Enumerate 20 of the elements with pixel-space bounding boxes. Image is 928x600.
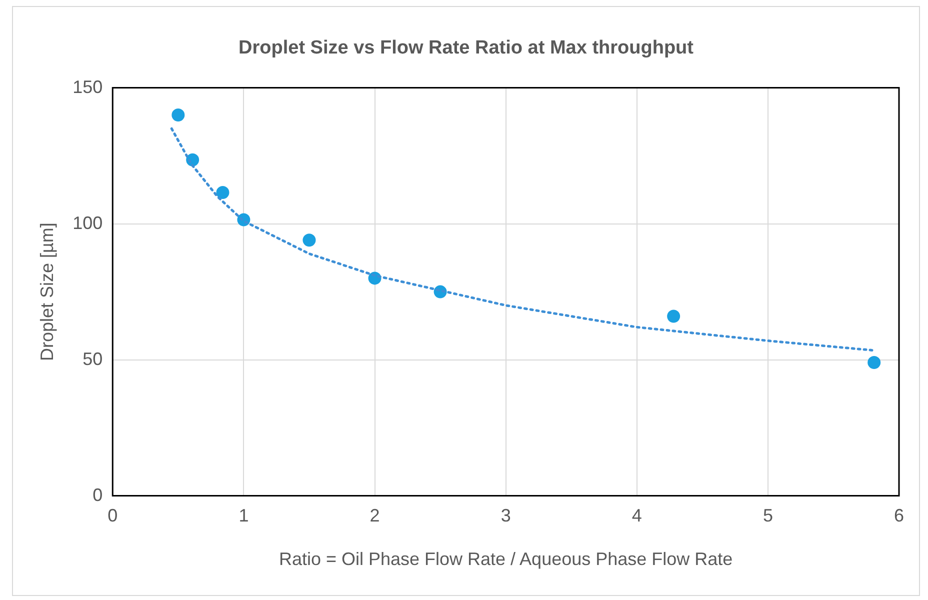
x-axis-title: Ratio = Oil Phase Flow Rate / Aqueous Phase Flow Rate	[278, 549, 733, 570]
y-axis-title: Droplet Size [µm]	[36, 222, 57, 362]
point	[868, 356, 881, 370]
x-tick-label: 2	[370, 506, 380, 526]
y-tick-label: 150	[72, 76, 103, 97]
point	[216, 186, 230, 200]
point	[172, 108, 185, 122]
x-tick-label: 4	[632, 506, 642, 526]
point	[667, 310, 680, 323]
x-tick-label: 3	[500, 506, 511, 526]
x-tick-label: 0	[108, 506, 118, 526]
y-tick-label: 50	[82, 348, 103, 369]
y-tick-label: 100	[72, 212, 103, 233]
point	[302, 234, 316, 247]
chart-title: Droplet Size vs Flow Rate Ratio at Max throughput	[238, 38, 694, 59]
x-tick-label: 6	[894, 506, 904, 526]
x-tick-label: 1	[238, 506, 249, 526]
line-series	[170, 127, 874, 352]
x-tick-label: 5	[762, 506, 773, 526]
y-tick-label: 0	[92, 484, 103, 505]
